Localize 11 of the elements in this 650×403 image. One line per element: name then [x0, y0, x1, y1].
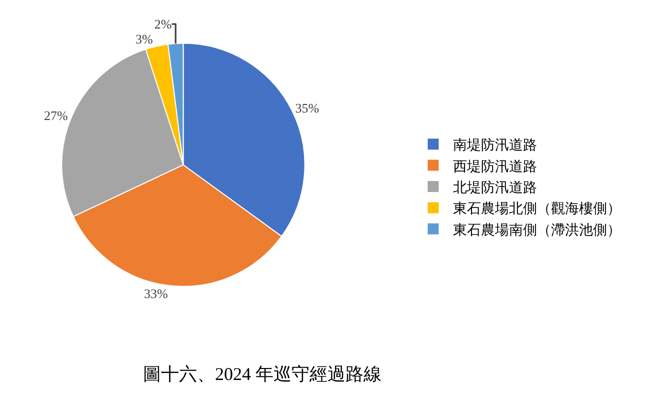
text: 圖十六、2024 年巡守經過路線 [143, 364, 382, 384]
legend-label: 南堤防汛道路 [453, 138, 538, 154]
data-label: 2% [154, 16, 172, 32]
legend-label: 北堤防汛道路 [453, 180, 538, 196]
data-label: 27% [44, 108, 68, 123]
legend-label: 東石農場北側（觀海樓側） [453, 201, 622, 218]
legend-label: 西堤防汛道路 [453, 158, 538, 175]
legend-label: 東石農場南側（滯洪池側） [453, 222, 622, 238]
data-label: 3% [135, 32, 153, 47]
data-label: 33% [144, 286, 168, 301]
data-label: 35% [295, 100, 320, 116]
